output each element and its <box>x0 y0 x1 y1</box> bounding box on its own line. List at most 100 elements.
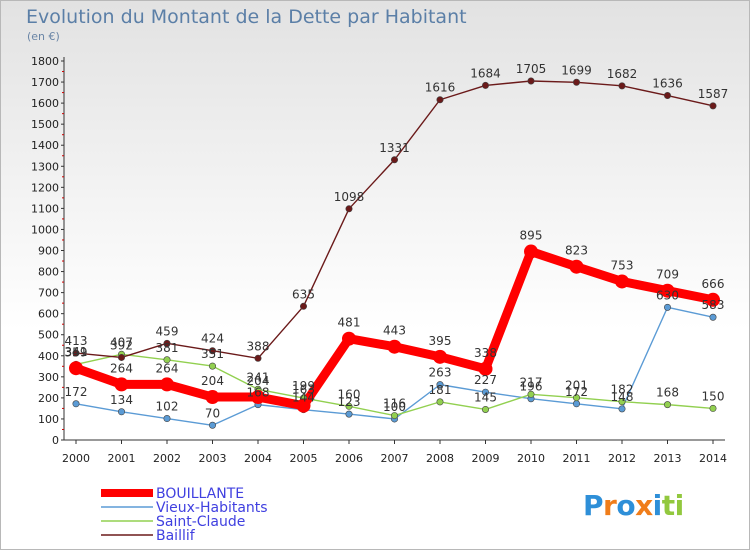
x-tick-label: 2000 <box>62 452 90 465</box>
data-label-baillif: 413 <box>65 334 88 348</box>
data-point-baillif <box>209 347 217 355</box>
data-point-vieux-habitants <box>663 303 671 311</box>
data-point-vieux-habitants <box>345 410 353 418</box>
data-label-vieux-habitants: 168 <box>247 386 270 400</box>
x-tick-label: 2001 <box>108 452 136 465</box>
legend: BOUILLANTEVieux-HabitantsSaint-ClaudeBai… <box>101 486 268 544</box>
data-point-saint-claude <box>527 390 535 398</box>
data-label-baillif: 1616 <box>425 81 456 95</box>
x-tick-label: 2014 <box>699 452 727 465</box>
data-label-baillif: 1705 <box>516 62 547 76</box>
data-label-bouillante: 481 <box>338 316 361 330</box>
y-tick-label: 1100 <box>31 202 59 215</box>
data-label-saint-claude: 241 <box>247 370 270 384</box>
legend-label: Vieux-Habitants <box>156 500 268 516</box>
data-label-bouillante: 753 <box>611 258 634 272</box>
data-label-baillif: 635 <box>292 287 315 301</box>
data-point-saint-claude <box>709 404 717 412</box>
data-point-vieux-habitants <box>709 313 717 321</box>
data-point-saint-claude <box>663 401 671 409</box>
data-label-baillif: 1098 <box>334 190 365 204</box>
y-tick-label: 200 <box>38 392 59 405</box>
data-point-saint-claude <box>572 394 580 402</box>
data-point-bouillante <box>69 361 83 376</box>
data-point-baillif <box>118 353 126 361</box>
x-tick-label: 2013 <box>654 452 682 465</box>
data-label-baillif: 1682 <box>607 67 638 81</box>
logo-letter: x <box>635 489 653 522</box>
data-label-vieux-habitants: 227 <box>474 373 497 387</box>
data-label-saint-claude: 181 <box>429 383 452 397</box>
data-label-bouillante: 443 <box>383 324 406 338</box>
data-point-bouillante <box>569 259 584 274</box>
data-point-bouillante <box>433 349 447 364</box>
data-point-vieux-habitants <box>163 415 171 423</box>
data-label-vieux-habitants: 172 <box>565 385 588 399</box>
data-label-bouillante: 709 <box>656 268 679 282</box>
data-point-baillif <box>72 349 80 357</box>
y-tick-label: 1500 <box>31 118 59 131</box>
data-point-vieux-habitants <box>72 400 80 408</box>
series-line-baillif <box>75 80 714 360</box>
data-label-saint-claude: 116 <box>383 397 406 411</box>
data-label-vieux-habitants: 100 <box>383 400 406 414</box>
data-point-saint-claude <box>209 362 217 370</box>
data-label-baillif: 424 <box>201 332 224 346</box>
data-point-vieux-habitants <box>618 405 626 413</box>
data-point-bouillante <box>615 274 629 289</box>
data-point-baillif <box>163 339 171 347</box>
data-label-vieux-habitants: 123 <box>338 395 361 409</box>
x-tick-label: 2010 <box>517 452 545 465</box>
data-label-saint-claude: 217 <box>520 375 543 389</box>
data-label-baillif: 459 <box>156 324 179 338</box>
y-tick-label: 400 <box>38 350 59 363</box>
data-label-vieux-habitants: 70 <box>205 406 220 420</box>
data-point-vieux-habitants <box>572 400 580 408</box>
data-point-saint-claude <box>481 405 489 413</box>
data-point-bouillante <box>660 283 675 298</box>
x-tick-label: 2012 <box>608 452 636 465</box>
data-point-baillif <box>345 205 353 213</box>
data-point-bouillante <box>251 390 265 405</box>
data-label-bouillante: 264 <box>156 361 179 375</box>
data-label-baillif: 1636 <box>652 77 683 91</box>
y-tick-label: 1400 <box>31 139 59 152</box>
data-label-saint-claude: 145 <box>474 390 497 404</box>
data-point-baillif <box>663 92 671 100</box>
data-label-bouillante: 341 <box>65 345 88 359</box>
data-label-vieux-habitants: 144 <box>292 391 315 405</box>
series-points <box>69 77 720 429</box>
data-label-baillif: 388 <box>247 339 270 353</box>
legend-label: BOUILLANTE <box>156 486 244 502</box>
data-point-bouillante <box>160 377 174 392</box>
data-label-vieux-habitants: 196 <box>520 380 543 394</box>
data-label-saint-claude: 150 <box>702 389 725 403</box>
data-label-vieux-habitants: 134 <box>110 393 133 407</box>
data-label-bouillante: 264 <box>110 361 133 375</box>
y-tick-label: 800 <box>38 266 59 279</box>
proxiti-logo: Proxiti <box>583 489 684 522</box>
data-point-vieux-habitants <box>436 381 444 389</box>
y-tick-label: 1700 <box>31 76 59 89</box>
data-label-saint-claude: 199 <box>292 379 315 393</box>
logo-letter: P <box>583 489 604 522</box>
data-label-saint-claude: 381 <box>156 341 179 355</box>
data-label-vieux-habitants: 630 <box>656 288 679 302</box>
data-label-bouillante: 666 <box>702 277 725 291</box>
logo-letter: t <box>661 489 675 522</box>
axes: 0 100 200 300 400 500 600 700 800 900 1000 1100 1200… <box>31 55 727 465</box>
data-point-bouillante <box>114 377 129 392</box>
data-point-baillif <box>618 82 626 90</box>
x-tick-label: 2004 <box>244 452 272 465</box>
data-label-saint-claude: 182 <box>611 383 634 397</box>
x-tick-label: 2005 <box>290 452 318 465</box>
data-point-bouillante <box>296 398 311 413</box>
data-label-saint-claude: 168 <box>656 386 679 400</box>
data-point-baillif <box>572 78 580 86</box>
legend-label: Saint-Claude <box>156 514 245 530</box>
y-tick-label: 0 <box>52 434 59 447</box>
data-point-saint-claude <box>345 402 353 410</box>
y-tick-label: 1300 <box>31 160 59 173</box>
data-point-saint-claude <box>436 398 444 406</box>
